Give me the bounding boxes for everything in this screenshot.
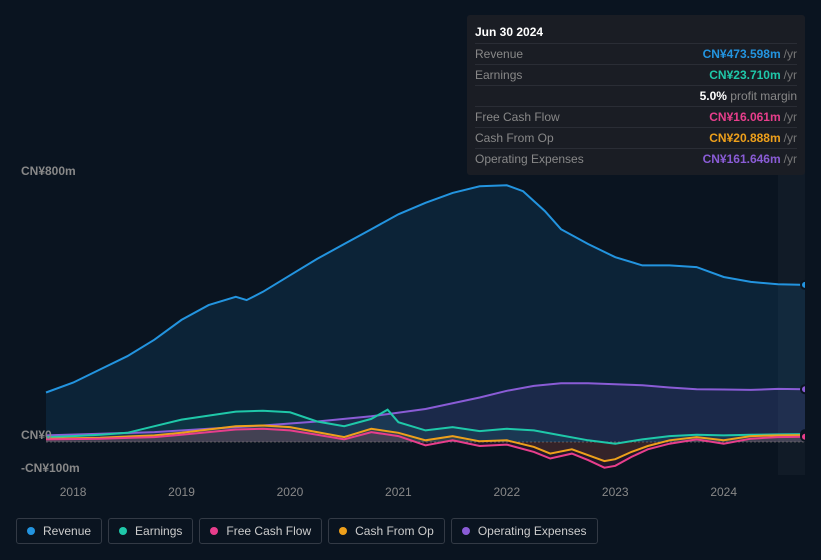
y-axis-label: -CN¥100m (21, 461, 80, 475)
tooltip-label: Cash From Op (475, 131, 554, 145)
legend-dot-icon (462, 527, 470, 535)
tooltip-label: Operating Expenses (475, 152, 584, 166)
opex-endpoint (801, 385, 805, 393)
legend-dot-icon (210, 527, 218, 535)
tooltip-label: Revenue (475, 47, 523, 61)
tooltip-profit-margin: 5.0% profit margin (475, 85, 797, 106)
x-axis-label: 2022 (493, 485, 520, 499)
legend-label: Revenue (43, 524, 91, 538)
tooltip-row: Earnings CN¥23.710m/yr (475, 64, 797, 85)
tooltip-row: Revenue CN¥473.598m/yr (475, 43, 797, 64)
fcf-endpoint (801, 433, 805, 441)
revenue-endpoint (801, 281, 805, 289)
legend-dot-icon (119, 527, 127, 535)
financials-chart[interactable]: CN¥800mCN¥0-CN¥100m 20182019202020212022… (16, 160, 805, 475)
tooltip-value: CN¥23.710m/yr (709, 68, 797, 82)
tooltip-label: Earnings (475, 68, 522, 82)
legend-label: Free Cash Flow (226, 524, 311, 538)
tooltip-value: CN¥473.598m/yr (703, 47, 797, 61)
tooltip-value: CN¥20.888m/yr (709, 131, 797, 145)
x-axis-label: 2019 (168, 485, 195, 499)
legend-label: Earnings (135, 524, 182, 538)
y-axis-label: CN¥0 (21, 428, 52, 442)
chart-svg (16, 160, 805, 475)
legend-label: Cash From Op (355, 524, 434, 538)
tooltip-row: Operating Expenses CN¥161.646m/yr (475, 148, 797, 169)
legend-item-fcf[interactable]: Free Cash Flow (199, 518, 322, 544)
tooltip-row: Cash From Op CN¥20.888m/yr (475, 127, 797, 148)
tooltip-label: Free Cash Flow (475, 110, 560, 124)
x-axis-label: 2024 (710, 485, 737, 499)
legend-item-cfo[interactable]: Cash From Op (328, 518, 445, 544)
tooltip-value: CN¥16.061m/yr (709, 110, 797, 124)
x-axis-label: 2023 (602, 485, 629, 499)
legend-label: Operating Expenses (478, 524, 587, 538)
legend-item-earnings[interactable]: Earnings (108, 518, 193, 544)
tooltip-row: Free Cash Flow CN¥16.061m/yr (475, 106, 797, 127)
x-axis-labels: 2018 2019 2020 2021 2022 2023 2024 (16, 485, 805, 505)
x-axis-label: 2020 (277, 485, 304, 499)
y-axis-label: CN¥800m (21, 164, 76, 178)
legend-dot-icon (27, 527, 35, 535)
x-axis-label: 2021 (385, 485, 412, 499)
x-axis-label: 2018 (60, 485, 87, 499)
legend-item-opex[interactable]: Operating Expenses (451, 518, 598, 544)
legend-dot-icon (339, 527, 347, 535)
legend-item-revenue[interactable]: Revenue (16, 518, 102, 544)
chart-tooltip: Jun 30 2024 Revenue CN¥473.598m/yr Earning… (467, 15, 805, 175)
tooltip-value: CN¥161.646m/yr (703, 152, 797, 166)
chart-legend: Revenue Earnings Free Cash Flow Cash From O… (16, 518, 598, 544)
tooltip-date: Jun 30 2024 (475, 21, 797, 43)
